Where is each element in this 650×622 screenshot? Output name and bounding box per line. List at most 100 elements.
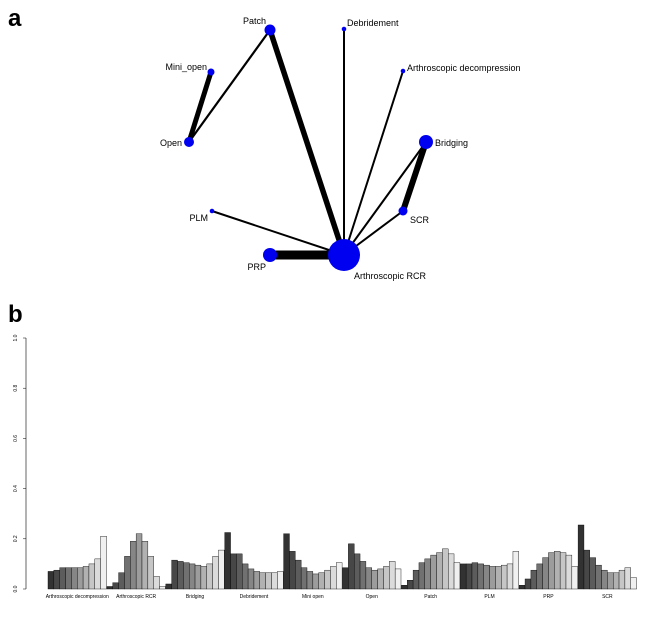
node-label-prp: PRP [247, 262, 266, 272]
bar [589, 557, 596, 590]
node-mini [207, 68, 215, 76]
y-tick-label: 0.6 [13, 435, 19, 442]
y-tick-label: 0.4 [13, 485, 19, 492]
bar-chart: b 0.0 0.2 0.4 0.6 0.8 1.0 Arthroscopic decomp… [8, 301, 637, 600]
bar [118, 572, 125, 590]
bar [448, 553, 455, 590]
bar [418, 562, 426, 590]
node-label-bridging: Bridging [435, 138, 468, 148]
bar [82, 566, 90, 590]
bar [348, 543, 355, 590]
bar [147, 556, 154, 590]
bar [630, 577, 637, 590]
bar [259, 572, 266, 590]
edge-bridging-arcr [343, 141, 427, 256]
bar [401, 585, 408, 590]
bar [324, 569, 331, 590]
bar [530, 569, 537, 590]
category-label: Arthroscopic decompression [46, 594, 109, 600]
node-open [184, 137, 194, 147]
node-arcr [328, 239, 360, 271]
bar [283, 533, 290, 590]
edge-bridging-scr [400, 141, 429, 212]
bar [377, 568, 384, 590]
network-nodes [184, 24, 433, 271]
bar [171, 559, 178, 590]
bar [253, 571, 260, 590]
bar [65, 567, 72, 590]
node-label-scr: SCR [410, 215, 430, 225]
bar [394, 568, 402, 590]
bar [512, 551, 520, 590]
edge-plm-arcr [211, 210, 345, 256]
node-scr [398, 206, 408, 216]
bar [306, 571, 314, 590]
bar [495, 566, 502, 590]
bar [312, 573, 319, 590]
node-adec [400, 68, 406, 74]
bar [424, 558, 431, 590]
bar [230, 553, 237, 590]
category-label: PRP [543, 594, 554, 600]
network-labels: Arthroscopic RCR Patch Debridement Arthrosc… [160, 16, 521, 281]
bar [365, 567, 372, 590]
bar [124, 556, 131, 590]
bar [618, 569, 626, 590]
bar [524, 578, 532, 590]
node-label-mini: Mini_open [165, 62, 207, 72]
bar [218, 549, 225, 590]
bar [71, 567, 78, 590]
bar [453, 562, 461, 590]
bar [165, 583, 172, 590]
bar [460, 563, 467, 590]
node-label-plm: PLM [189, 213, 208, 223]
bar [59, 567, 66, 590]
bar [183, 562, 190, 590]
bar [77, 567, 84, 590]
bar [342, 567, 349, 590]
bar [595, 564, 602, 590]
y-tick-label: 0.0 [13, 585, 19, 592]
node-label-arcr: Arthroscopic RCR [354, 271, 427, 281]
bar [571, 566, 578, 590]
bar [300, 567, 308, 590]
bar [159, 586, 166, 590]
bar [135, 533, 143, 590]
bar [336, 562, 343, 590]
bar [236, 553, 243, 590]
bar [318, 572, 325, 590]
bar [583, 549, 591, 590]
bar [613, 572, 620, 590]
bar [194, 564, 202, 590]
bar [506, 563, 514, 590]
bar [277, 571, 284, 590]
bar [200, 566, 207, 590]
bar [212, 556, 219, 590]
node-prp [263, 248, 277, 262]
category-label: Bridging [186, 594, 205, 600]
bar [624, 567, 631, 590]
bar-marks [47, 524, 637, 590]
bar [489, 566, 496, 590]
edge-patch-open [188, 29, 271, 143]
node-debr [341, 26, 347, 32]
network-edges [186, 29, 429, 260]
node-plm [209, 208, 215, 214]
edge-mini-open [186, 71, 214, 143]
category-label: Mini open [302, 594, 324, 600]
bar [188, 563, 196, 590]
category-label: Debridement [240, 594, 269, 600]
bar [407, 580, 414, 590]
node-label-adec: Arthroscopic decompression [407, 63, 521, 73]
bar [130, 541, 137, 590]
y-tick-label: 0.8 [13, 385, 19, 392]
bar [206, 563, 213, 590]
bar [577, 524, 585, 590]
y-tick-label: 0.2 [13, 535, 19, 542]
bar [371, 569, 378, 590]
bar [383, 566, 390, 590]
bar [536, 563, 543, 590]
category-label: Arthroscopic RCR [116, 594, 156, 600]
edge-adec-arcr [343, 70, 404, 256]
